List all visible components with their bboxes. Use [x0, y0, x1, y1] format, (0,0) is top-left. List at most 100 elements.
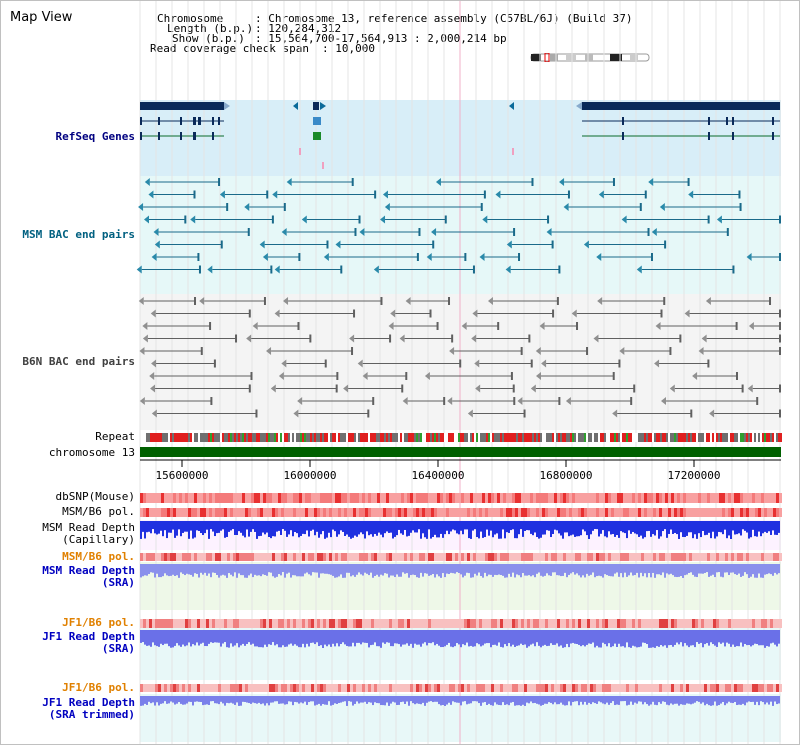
bac-end-pair[interactable] — [154, 240, 223, 249]
bac-end-pair[interactable] — [530, 384, 636, 393]
bac-end-pair[interactable] — [349, 334, 392, 343]
bac-end-pair[interactable] — [138, 203, 229, 211]
bac-end-pair[interactable] — [150, 384, 251, 393]
bac-end-pair[interactable] — [139, 347, 203, 355]
bac-end-pair[interactable] — [252, 322, 300, 330]
bac-end-pair[interactable] — [259, 240, 329, 249]
bac-end-pair[interactable] — [539, 322, 579, 330]
bac-end-pair[interactable] — [505, 265, 561, 274]
msm-bac-end-pairs-track[interactable] — [136, 178, 781, 274]
read-depth-bars[interactable] — [140, 521, 780, 539]
bac-end-pair[interactable] — [541, 359, 621, 368]
bac-end-pair[interactable] — [536, 372, 615, 380]
bac-end-pair[interactable] — [426, 253, 467, 261]
bac-end-pair[interactable] — [612, 409, 693, 418]
bac-end-pair[interactable] — [424, 372, 513, 380]
bac-end-pair[interactable] — [655, 322, 738, 330]
bac-end-pair[interactable] — [399, 334, 454, 343]
bac-end-pair[interactable] — [382, 190, 486, 199]
b6n-bac-end-pairs-track[interactable] — [138, 297, 781, 418]
read-depth-bars[interactable] — [140, 564, 780, 578]
bac-end-pair[interactable] — [467, 409, 526, 418]
bac-end-pair[interactable] — [142, 322, 212, 330]
bac-end-pair[interactable] — [688, 190, 741, 199]
bac-end-pair[interactable] — [709, 409, 781, 418]
bac-end-pair[interactable] — [487, 297, 559, 305]
bac-end-pair[interactable] — [659, 203, 742, 211]
bac-end-pair[interactable] — [148, 190, 196, 199]
bac-end-pair[interactable] — [479, 253, 521, 261]
bac-end-pair[interactable] — [136, 265, 201, 274]
bac-end-pair[interactable] — [593, 334, 682, 343]
bac-end-pair[interactable] — [373, 265, 475, 274]
bac-end-pair[interactable] — [621, 215, 710, 224]
bac-end-pair[interactable] — [583, 240, 667, 249]
bac-end-pair[interactable] — [388, 322, 439, 330]
read-depth-bars[interactable] — [140, 630, 780, 648]
bac-end-pair[interactable] — [207, 265, 273, 274]
bac-end-pair[interactable] — [151, 359, 216, 368]
bac-end-pair[interactable] — [219, 190, 269, 199]
bac-end-pair[interactable] — [495, 190, 570, 199]
bac-end-pair[interactable] — [597, 297, 666, 305]
bac-end-pair[interactable] — [651, 228, 729, 236]
bac-end-pair[interactable] — [293, 409, 370, 418]
bac-end-pair[interactable] — [138, 297, 197, 305]
bac-end-pair[interactable] — [619, 347, 672, 355]
bac-end-pair[interactable] — [357, 359, 462, 368]
bac-end-pair[interactable] — [402, 397, 446, 405]
bac-end-pair[interactable] — [390, 309, 432, 318]
chromosome-bar[interactable] — [140, 447, 781, 457]
bac-end-pair[interactable] — [471, 334, 531, 343]
bac-end-pair[interactable] — [144, 215, 187, 224]
bac-end-pair[interactable] — [475, 384, 515, 393]
bac-end-pair[interactable] — [142, 334, 238, 343]
bac-end-pair[interactable] — [517, 397, 561, 405]
bac-end-pair[interactable] — [636, 265, 735, 274]
bac-end-pair[interactable] — [435, 178, 534, 186]
bac-end-pair[interactable] — [151, 409, 258, 418]
bac-end-pair[interactable] — [648, 178, 690, 186]
bac-end-pair[interactable] — [716, 215, 781, 224]
bac-end-pair[interactable] — [546, 228, 650, 236]
bac-end-pair[interactable] — [283, 297, 383, 305]
bac-end-pair[interactable] — [472, 309, 555, 318]
bac-end-pair[interactable] — [405, 297, 451, 305]
bac-end-pair[interactable] — [461, 322, 500, 330]
bac-end-pair[interactable] — [384, 203, 483, 211]
heatmap-strip[interactable] — [140, 493, 782, 503]
bac-end-pair[interactable] — [661, 397, 759, 405]
bac-end-pair[interactable] — [199, 297, 266, 305]
bac-end-pair[interactable] — [149, 372, 253, 380]
bac-end-pair[interactable] — [335, 240, 435, 249]
repeat-track[interactable] — [146, 433, 782, 442]
bac-end-pair[interactable] — [281, 228, 357, 236]
bac-end-pair[interactable] — [266, 347, 354, 355]
bac-end-pair[interactable] — [190, 215, 274, 224]
bac-end-pair[interactable] — [278, 372, 339, 380]
read-depth-tracks[interactable] — [140, 521, 780, 706]
bac-end-pair[interactable] — [323, 253, 419, 261]
bac-end-pair[interactable] — [692, 372, 738, 380]
bac-end-pair[interactable] — [598, 190, 647, 199]
bac-end-pair[interactable] — [274, 265, 343, 274]
bac-end-pair[interactable] — [139, 397, 213, 405]
bac-end-pair[interactable] — [506, 240, 554, 249]
bac-end-pair[interactable] — [571, 309, 663, 318]
bac-end-pair[interactable] — [262, 253, 301, 261]
heatmap-tracks[interactable] — [140, 493, 782, 692]
bac-end-pair[interactable] — [150, 309, 251, 318]
bac-end-pair[interactable] — [565, 397, 633, 405]
bac-end-pair[interactable] — [701, 334, 781, 343]
bac-end-pair[interactable] — [474, 359, 533, 368]
bac-end-pair[interactable] — [705, 297, 772, 305]
bac-end-pair[interactable] — [654, 359, 710, 368]
bac-end-pair[interactable] — [297, 397, 375, 405]
bac-end-pair[interactable] — [746, 253, 781, 261]
bac-end-pair[interactable] — [535, 347, 589, 355]
bac-end-pair[interactable] — [362, 372, 408, 380]
bac-end-pair[interactable] — [246, 334, 312, 343]
bac-end-pair[interactable] — [274, 309, 356, 318]
bac-end-pair[interactable] — [144, 178, 221, 186]
